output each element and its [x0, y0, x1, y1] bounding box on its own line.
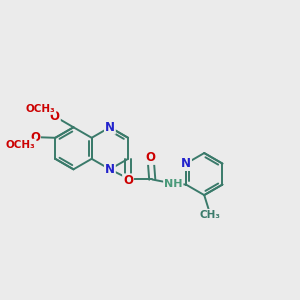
- Text: O: O: [30, 130, 40, 144]
- Text: O: O: [50, 110, 60, 123]
- Text: O: O: [146, 151, 156, 164]
- Text: CH₃: CH₃: [200, 210, 221, 220]
- Text: OCH₃: OCH₃: [6, 140, 36, 150]
- Text: N: N: [105, 163, 115, 176]
- Text: N: N: [105, 121, 115, 134]
- Text: O: O: [123, 174, 133, 187]
- Text: N: N: [181, 157, 191, 170]
- Text: NH: NH: [164, 178, 182, 189]
- Text: OCH₃: OCH₃: [26, 104, 56, 114]
